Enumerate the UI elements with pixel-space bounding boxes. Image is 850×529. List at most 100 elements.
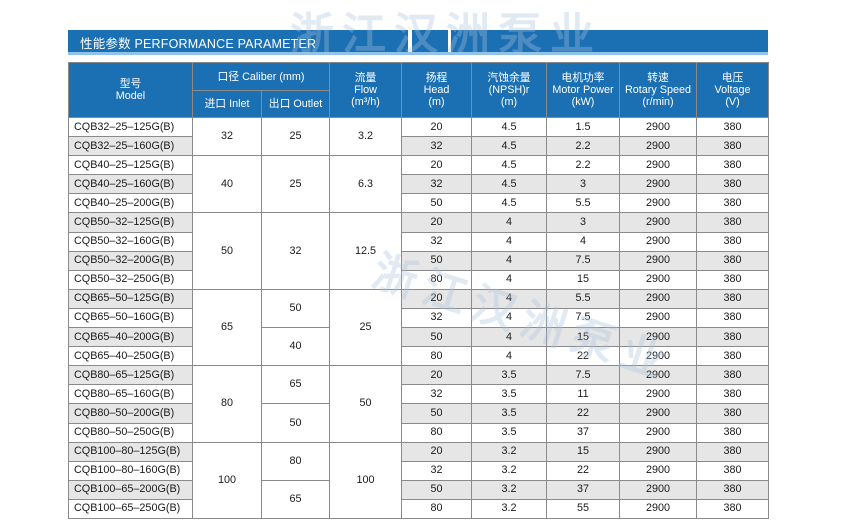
table-row: CQB32–25–125G(B) 32 25 3.2 20 4.5 1.5 2900 380 [68,116,770,157]
model-cell: CQB80–50–200G(B) [68,403,193,424]
speed-cell: 2900 [619,441,698,462]
col-npsh: 汽蚀余量 (NPSH)r (m) [471,62,548,118]
power-cell: 15 [546,269,621,290]
table-row: CQB50–32–250G(B) 80 4 15 2900 380 [68,269,770,290]
voltage-cell: 380 [696,327,770,348]
power-cell: 4 [546,231,621,252]
power-cell: 7.5 [546,250,621,271]
head-cell: 32 [401,460,473,481]
model-cell: CQB65–50–125G(B) [68,288,193,309]
flow-cell: 6.3 [329,155,403,214]
speed-cell: 2900 [619,116,698,138]
model-cell: CQB80–65–160G(B) [68,384,193,405]
voltage-cell: 380 [696,441,770,462]
speed-cell: 2900 [619,403,698,424]
flow-cell: 50 [329,365,403,443]
table-row: CQB50–32–200G(B) 50 4 7.5 2900 380 [68,250,770,271]
speed-cell: 2900 [619,460,698,481]
table-row: CQB80–65–160G(B) 32 3.5 11 2900 380 [68,384,770,405]
col-outlet: 出口 Outlet [260,90,331,118]
voltage-cell: 380 [696,193,770,214]
npsh-cell: 3.2 [471,460,548,481]
col-inlet: 进口 Inlet [192,90,262,118]
model-cell: CQB50–32–125G(B) [68,212,193,233]
voltage-cell: 380 [696,479,770,500]
outlet-cell: 65 [260,365,331,405]
power-cell: 2.2 [546,155,621,176]
head-cell: 50 [401,479,473,500]
table-row: CQB40–25–160G(B) 32 4.5 3 2900 380 [68,174,770,195]
outlet-cell: 25 [260,116,331,157]
npsh-cell: 3.2 [471,479,548,500]
model-cell: CQB65–40–200G(B) [68,327,193,348]
head-cell: 32 [401,384,473,405]
title-divider [408,30,412,52]
outlet-cell: 32 [260,212,331,290]
npsh-cell: 4 [471,212,548,233]
power-cell: 37 [546,479,621,500]
model-cell: CQB40–25–125G(B) [68,155,193,176]
col-voltage: 电压 Voltage (V) [696,62,770,118]
speed-cell: 2900 [619,422,698,443]
model-cell: CQB40–25–200G(B) [68,193,193,214]
flow-cell: 3.2 [329,116,403,157]
npsh-cell: 3.2 [471,498,548,519]
col-rotary-speed: 转速 Rotary Speed (r/min) [619,62,698,118]
model-cell: CQB32–25–125G(B) [68,116,193,138]
speed-cell: 2900 [619,193,698,214]
table-row: CQB50–32–125G(B) 50 32 12.5 20 4 3 2900 380 [68,212,770,290]
table-row: CQB65–50–125G(B) 65 50 25 20 4 5.5 2900 380 [68,288,770,367]
power-cell: 1.5 [546,116,621,138]
npsh-cell: 4.5 [471,116,548,138]
voltage-cell: 380 [696,136,770,157]
model-cell: CQB50–32–200G(B) [68,250,193,271]
speed-cell: 2900 [619,307,698,329]
speed-cell: 2900 [619,498,698,519]
col-flow: 流量 Flow (m³/h) [329,62,403,118]
section-title: 性能参数 PERFORMANCE PARAMETER [80,37,317,51]
voltage-cell: 380 [696,116,770,138]
npsh-cell: 3.5 [471,365,548,386]
inlet-cell: 100 [192,441,262,519]
table-row: CQB40–25–125G(B) 40 25 6.3 20 4.5 2.2 2900 380 [68,155,770,214]
table-row: CQB100–65–250G(B) 80 3.2 55 2900 380 [68,498,770,519]
inlet-cell: 65 [192,288,262,367]
table-row: CQB80–50–250G(B) 80 3.5 37 2900 380 [68,422,770,443]
voltage-cell: 380 [696,155,770,176]
head-cell: 20 [401,441,473,462]
model-cell: CQB100–65–250G(B) [68,498,193,519]
voltage-cell: 380 [696,460,770,481]
outlet-cell: 65 [260,479,331,519]
power-cell: 11 [546,384,621,405]
voltage-cell: 380 [696,384,770,405]
speed-cell: 2900 [619,136,698,157]
npsh-cell: 3.2 [471,441,548,462]
voltage-cell: 380 [696,365,770,386]
table-row: CQB80–50–200G(B) 50 50 3.5 22 2900 380 [68,403,770,443]
head-cell: 20 [401,116,473,138]
inlet-cell: 50 [192,212,262,290]
power-cell: 5.5 [546,288,621,309]
model-cell: CQB65–40–250G(B) [68,346,193,367]
outlet-cell: 80 [260,441,331,481]
npsh-cell: 3.5 [471,422,548,443]
table-row: CQB65–40–250G(B) 80 4 22 2900 380 [68,346,770,367]
npsh-cell: 4 [471,327,548,348]
voltage-cell: 380 [696,498,770,519]
speed-cell: 2900 [619,250,698,271]
power-cell: 15 [546,327,621,348]
inlet-cell: 32 [192,116,262,157]
model-cell: CQB80–50–250G(B) [68,422,193,443]
outlet-cell: 50 [260,288,331,329]
performance-table: 型号 Model 口径 Caliber (mm) 流量 Flow (m³/h) 扬程 H… [68,62,770,519]
head-cell: 32 [401,174,473,195]
model-cell: CQB32–25–160G(B) [68,136,193,157]
head-cell: 20 [401,365,473,386]
power-cell: 5.5 [546,193,621,214]
head-cell: 20 [401,288,473,309]
head-cell: 50 [401,193,473,214]
voltage-cell: 380 [696,288,770,309]
section-title-bar: 性能参数 PERFORMANCE PARAMETER [68,30,768,55]
table-row: CQB50–32–160G(B) 32 4 4 2900 380 [68,231,770,252]
head-cell: 50 [401,403,473,424]
